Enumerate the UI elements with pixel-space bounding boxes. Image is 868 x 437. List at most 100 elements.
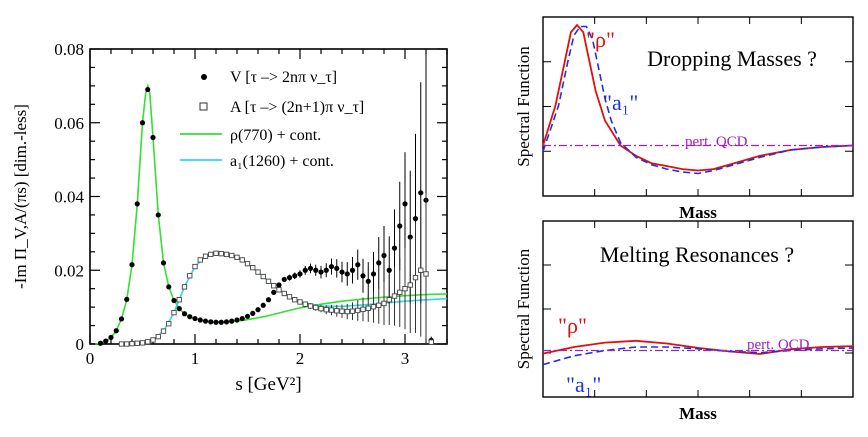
legend-label: A [τ –> (2n+1)π ν_τ]	[230, 99, 364, 116]
v-data-point	[139, 120, 146, 126]
v-data-point	[166, 284, 172, 290]
a-data-point	[234, 254, 240, 260]
main-legend: V [τ –> 2nπ ν_τ] A [τ –> (2n+1)π ν_τ] ρ(77…	[180, 69, 364, 170]
v-data-point	[97, 340, 104, 346]
v-data-point	[297, 271, 303, 277]
v-data-point	[412, 216, 419, 222]
panel-pqcd-label: pert. QCD	[685, 134, 748, 150]
a-data-point	[202, 253, 209, 259]
a-data-point	[181, 284, 188, 290]
a-data-point	[344, 308, 350, 315]
v-data-point	[134, 201, 140, 207]
panel-a1-label: "a₁"	[603, 90, 638, 115]
a-data-point	[355, 307, 361, 314]
a-data-point	[223, 251, 230, 258]
panel-rho-label: "ρ"	[586, 27, 615, 52]
a-data-point	[176, 297, 182, 303]
schematic-solid-red-curve	[542, 339, 854, 355]
a-data-point	[328, 307, 335, 313]
v-data-point	[360, 273, 366, 279]
panel-a1-label: "a₁"	[566, 372, 601, 397]
y-tick-label: 0.06	[54, 114, 84, 133]
v-data-point	[334, 265, 340, 272]
legend-v-marker	[201, 74, 207, 80]
v-data-point	[129, 262, 135, 268]
v-data-point	[381, 252, 387, 259]
v-data-point	[150, 134, 156, 141]
v-data-point	[208, 319, 214, 325]
a-data-point	[155, 333, 161, 340]
a-data-point	[271, 283, 277, 289]
a-data-point	[428, 339, 434, 345]
panel-pqcd-label: pert. QCD	[747, 337, 810, 353]
a-data-point	[307, 303, 314, 309]
y-tick-label: 0	[76, 335, 85, 354]
x-tick-label: 1	[191, 349, 200, 368]
a-data-point	[265, 278, 272, 284]
v-data-point	[402, 201, 408, 207]
main-data-points	[97, 52, 434, 347]
schematic-dashed-blue-curve	[542, 346, 854, 366]
v-data-point	[260, 302, 266, 308]
legend-label: a₁(1260) + cont.	[230, 153, 334, 170]
schematic-dashed-blue-curve	[542, 25, 854, 175]
a-data-point	[260, 273, 266, 280]
top-schematic-panel: Spectral Function Mass Dropping Masses ? "ρ…	[514, 16, 854, 222]
v-data-point	[323, 267, 329, 273]
a-data-point	[381, 300, 387, 307]
v-data-point	[276, 282, 282, 288]
v-data-point	[171, 297, 177, 304]
v-data-point	[397, 223, 403, 229]
a-data-point	[145, 339, 151, 345]
a1-fit-curve	[121, 252, 448, 345]
v-data-point	[145, 86, 151, 93]
a-data-point	[124, 341, 130, 347]
v-data-point	[108, 334, 114, 340]
x-tick-label: 0	[86, 349, 95, 368]
v-data-point	[202, 318, 209, 324]
a-data-point	[302, 301, 308, 307]
y-tick-label: 0.02	[54, 261, 84, 280]
v-data-point	[155, 212, 161, 218]
a-data-point	[250, 265, 256, 271]
main-y-axis-label: -Im Π_V,A/(πs) [dim.-less]	[11, 104, 30, 289]
v-data-point	[239, 315, 245, 322]
v-data-point	[418, 190, 424, 196]
v-data-point	[113, 328, 119, 334]
a-data-point	[118, 341, 125, 347]
v-data-point	[355, 262, 361, 268]
main-x-axis-label: s [GeV²]	[235, 374, 301, 395]
a-data-point	[323, 307, 329, 313]
v-data-point	[181, 311, 188, 317]
panel-title: Dropping Masses ?	[647, 46, 817, 71]
a-data-point	[229, 252, 235, 259]
v-data-point	[286, 275, 293, 281]
main-chart: 0 1 2 3 0 0.02 0.04 0.06 0.08 V [τ –> 2nπ ν_τ] A …	[11, 40, 448, 395]
v-data-point	[328, 263, 335, 270]
a-data-point	[397, 289, 403, 296]
panel-y-axis-label: Spectral Function	[514, 248, 533, 369]
v-data-point	[234, 317, 240, 323]
panel-x-axis-label: Mass	[679, 203, 717, 222]
panel-rho-label: "ρ"	[558, 313, 587, 338]
v-data-point	[255, 307, 261, 313]
a-data-point	[365, 305, 371, 311]
v-data-point	[118, 316, 125, 322]
v-data-point	[391, 245, 398, 251]
a-data-point	[166, 321, 172, 327]
v-data-point	[176, 306, 182, 312]
v-data-point	[292, 273, 298, 279]
a-data-point	[318, 305, 324, 312]
v-data-point	[160, 260, 167, 266]
a-data-point	[376, 302, 382, 308]
a-data-point	[423, 271, 429, 277]
v-data-point	[250, 310, 256, 316]
a-data-point	[139, 340, 146, 346]
a-data-point	[391, 293, 398, 299]
a-data-point	[386, 297, 392, 303]
a-data-point	[313, 304, 319, 311]
legend-label: V [τ –> 2nπ ν_τ]	[230, 69, 337, 86]
a-data-point	[255, 269, 261, 275]
v-data-point	[265, 297, 272, 303]
